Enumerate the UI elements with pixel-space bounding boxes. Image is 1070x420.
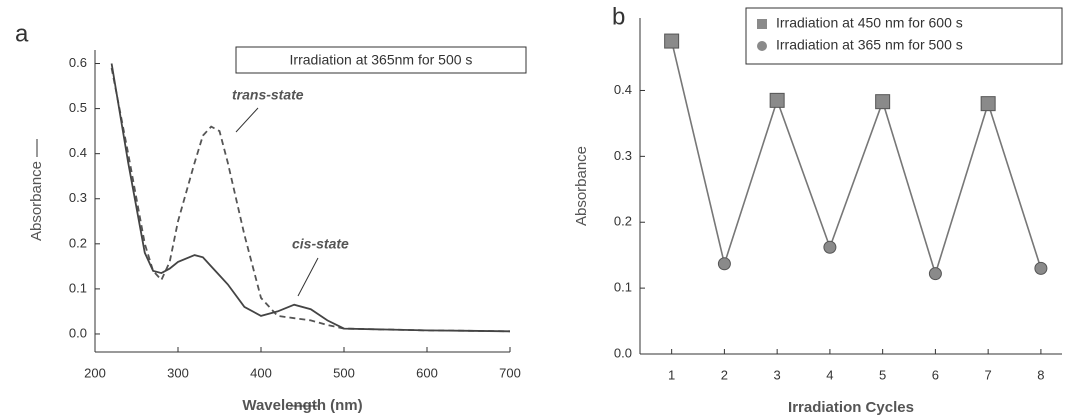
- y-axis-label: Absorbance: [573, 146, 590, 226]
- panel-label: a: [15, 20, 29, 47]
- legend-label: Irradiation at 450 nm for 600 s: [776, 15, 963, 31]
- series-line: [110, 67, 511, 333]
- legend-label: Irradiation at 365 nm for 500 s: [776, 37, 963, 53]
- marker: [928, 267, 942, 281]
- y-tick-label: 0.3: [69, 190, 87, 205]
- y-tick-label: 0.0: [614, 345, 632, 360]
- x-axis-label: Wavelength (nm): [242, 397, 362, 414]
- connector: [670, 40, 726, 264]
- x-tick-label: 5: [879, 367, 886, 382]
- x-tick-label: 3: [774, 367, 781, 382]
- x-tick-label: 2: [721, 367, 728, 382]
- legend-marker: [757, 19, 767, 29]
- y-tick-label: 0.5: [69, 100, 87, 115]
- legend-marker: [757, 41, 767, 51]
- x-axis-label: Irradiation Cycles: [788, 399, 914, 416]
- y-tick-label: 0.3: [614, 148, 632, 163]
- panel-label: b: [612, 3, 625, 30]
- y-tick-label: 0.1: [614, 280, 632, 295]
- series-label: cis-state: [292, 236, 349, 252]
- marker: [717, 257, 731, 271]
- annotation-box: [235, 46, 527, 74]
- x-tick-label: 4: [826, 367, 833, 382]
- x-tick-label: 6: [932, 367, 939, 382]
- x-tick-label: 700: [499, 365, 521, 380]
- connector: [776, 100, 831, 248]
- x-tick-label: 300: [167, 365, 189, 380]
- marker: [980, 96, 996, 112]
- connector: [881, 101, 937, 274]
- y-tick-label: 0.1: [69, 280, 87, 295]
- connector: [829, 101, 884, 248]
- y-tick-label: 0.4: [69, 145, 87, 160]
- x-tick-label: 500: [333, 365, 355, 380]
- connector: [934, 103, 989, 274]
- marker: [875, 94, 891, 110]
- y-tick-label: 0.2: [614, 214, 632, 229]
- annotation: Irradiation at 365nm for 500 s: [290, 52, 473, 68]
- connector: [723, 100, 778, 264]
- x-tick-label: 400: [250, 365, 272, 380]
- x-tick-label: 1: [668, 367, 675, 382]
- marker: [1034, 261, 1048, 275]
- y-tick-label: 0.2: [69, 235, 87, 250]
- x-tick-label: 200: [84, 365, 106, 380]
- y-tick-label: 0.6: [69, 55, 87, 70]
- series-label: trans-state: [232, 87, 304, 103]
- x-tick-label: 8: [1037, 367, 1044, 382]
- marker: [823, 240, 837, 254]
- arrow: [235, 107, 259, 133]
- y-tick-label: 0.0: [69, 325, 87, 340]
- y-axis-label: Absorbance: [28, 161, 45, 241]
- marker: [664, 33, 680, 49]
- y-tick-label: 0.4: [614, 82, 632, 97]
- x-tick-label: 7: [985, 367, 992, 382]
- connector: [987, 103, 1042, 269]
- arrow: [297, 257, 319, 297]
- series-line: [110, 63, 511, 333]
- marker: [769, 92, 785, 108]
- legend-box: [745, 7, 1063, 65]
- x-tick-label: 600: [416, 365, 438, 380]
